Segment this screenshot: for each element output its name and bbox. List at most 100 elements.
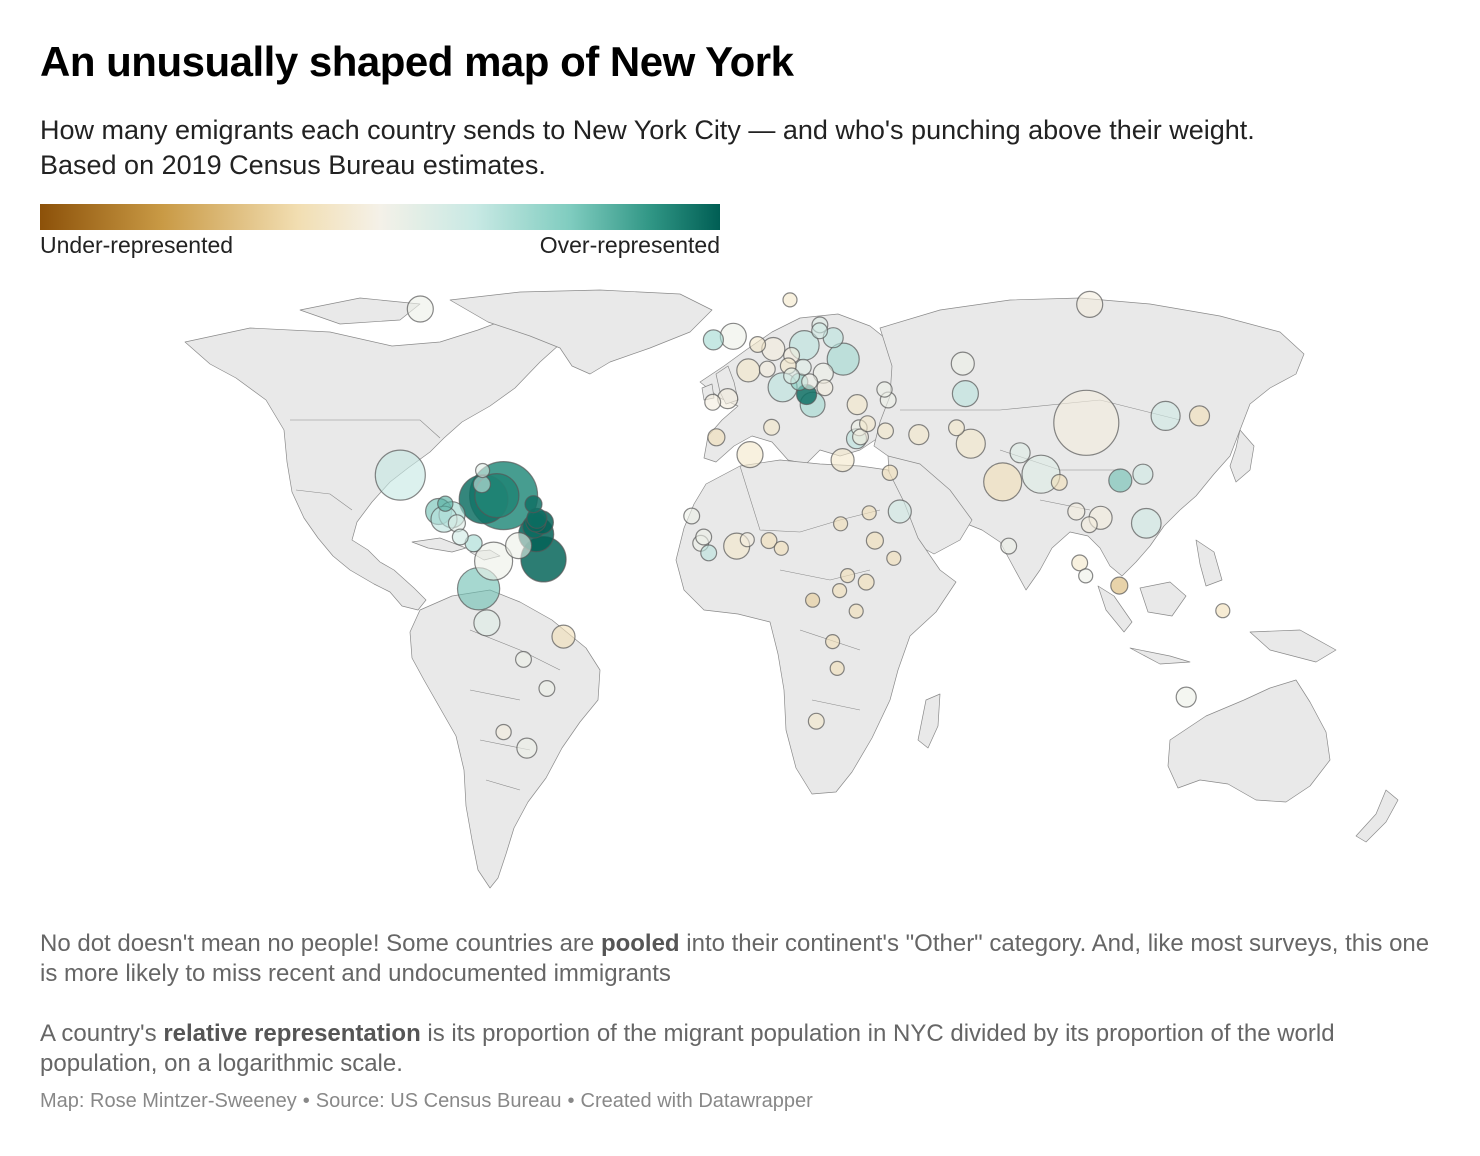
country-dot[interactable] — [702, 329, 725, 351]
land-cuba — [411, 537, 467, 553]
country-dot[interactable] — [804, 592, 821, 608]
country-dot[interactable] — [824, 634, 841, 650]
note-pooled-a: No dot doesn't mean no people! Some coun… — [40, 930, 601, 957]
country-dot[interactable] — [700, 544, 718, 562]
country-dot[interactable] — [783, 367, 801, 385]
country-dot[interactable] — [876, 381, 893, 398]
country-dot[interactable] — [758, 360, 776, 378]
country-dot[interactable] — [861, 505, 877, 521]
land-sumatra — [1097, 585, 1133, 633]
country-dot[interactable] — [406, 295, 434, 323]
country-dot[interactable] — [695, 528, 713, 546]
country-dot[interactable] — [801, 373, 819, 391]
country-dot[interactable] — [683, 507, 701, 525]
country-dot[interactable] — [760, 532, 778, 550]
country-dot[interactable] — [829, 660, 845, 676]
country-dot[interactable] — [516, 737, 538, 759]
land-japan — [1229, 429, 1255, 483]
country-dot[interactable] — [881, 464, 899, 481]
country-dot[interactable] — [1188, 405, 1211, 427]
country-dot[interactable] — [495, 723, 512, 741]
country-dot[interactable] — [473, 609, 501, 637]
country-dot[interactable] — [736, 441, 764, 469]
country-dot[interactable] — [950, 351, 975, 376]
country-dot[interactable] — [1130, 507, 1162, 539]
country-dot[interactable] — [472, 475, 491, 494]
subtitle-line-1: How many emigrants each country sends to… — [40, 115, 1255, 145]
land-new-guinea — [1249, 629, 1337, 663]
country-dot[interactable] — [739, 532, 755, 548]
world-map[interactable] — [0, 270, 1480, 910]
country-dot[interactable] — [1067, 502, 1086, 521]
country-dot[interactable] — [830, 448, 855, 473]
country-dot[interactable] — [524, 495, 543, 514]
footer: Map: Rose Mintzer-Sweeney • Source: US Cen… — [40, 1090, 813, 1113]
border-us-canada — [290, 419, 441, 439]
country-dot[interactable] — [736, 358, 761, 383]
country-dot[interactable] — [1053, 389, 1120, 456]
country-dot[interactable] — [514, 650, 532, 668]
country-dot[interactable] — [1215, 603, 1231, 619]
country-dot[interactable] — [811, 322, 829, 340]
country-dot[interactable] — [707, 428, 726, 447]
land-madagascar — [917, 693, 941, 749]
country-dot[interactable] — [826, 342, 860, 376]
country-dot[interactable] — [1000, 537, 1018, 555]
country-dot[interactable] — [832, 516, 849, 532]
country-dot[interactable] — [551, 624, 576, 649]
country-dot[interactable] — [886, 550, 902, 566]
country-dot[interactable] — [851, 428, 869, 446]
country-dot[interactable] — [474, 541, 514, 581]
country-dot[interactable] — [831, 583, 848, 599]
country-dot[interactable] — [1071, 554, 1089, 572]
country-dot[interactable] — [1080, 516, 1098, 534]
country-dot[interactable] — [1132, 463, 1154, 485]
country-dot[interactable] — [865, 531, 885, 550]
country-dot[interactable] — [1108, 468, 1133, 493]
country-dot[interactable] — [816, 379, 834, 397]
country-dot[interactable] — [1078, 568, 1094, 584]
country-dot[interactable] — [951, 379, 980, 408]
country-dot[interactable] — [773, 540, 789, 556]
country-dot[interactable] — [504, 532, 533, 560]
legend-high-label: Over-represented — [539, 232, 720, 258]
country-dot[interactable] — [876, 422, 894, 440]
country-dot[interactable] — [1110, 576, 1129, 595]
country-dot[interactable] — [475, 462, 491, 479]
country-dot[interactable] — [839, 568, 856, 584]
land-greenland — [449, 289, 713, 375]
country-dot[interactable] — [947, 419, 965, 437]
country-dot[interactable] — [1050, 473, 1068, 491]
country-dot[interactable] — [858, 415, 876, 433]
map-canvas[interactable] — [0, 270, 1480, 910]
country-dot[interactable] — [1009, 442, 1031, 464]
country-dot[interactable] — [719, 322, 747, 350]
country-dot[interactable] — [857, 573, 875, 591]
country-dot[interactable] — [451, 528, 469, 546]
country-dot[interactable] — [782, 292, 798, 308]
dots-layer[interactable] — [374, 290, 1231, 759]
country-dot[interactable] — [887, 499, 912, 524]
country-dot[interactable] — [846, 394, 868, 416]
country-dot[interactable] — [374, 449, 426, 501]
country-dot[interactable] — [437, 495, 454, 512]
country-dot[interactable] — [1175, 686, 1197, 708]
country-dot[interactable] — [1150, 400, 1181, 431]
color-legend: Under-represented Over-represented — [40, 204, 720, 259]
country-dot[interactable] — [538, 680, 556, 698]
page-title: An unusually shaped map of New York — [40, 38, 794, 85]
country-dot[interactable] — [763, 418, 781, 436]
country-dot[interactable] — [908, 424, 930, 446]
country-dot[interactable] — [704, 393, 722, 411]
country-dot[interactable] — [955, 428, 986, 459]
land-philippines — [1195, 539, 1223, 587]
border-us-mexico — [295, 489, 353, 511]
footer-tool[interactable]: Created with Datawrapper — [580, 1090, 813, 1112]
footer-separator-1: • — [302, 1090, 310, 1112]
country-dot[interactable] — [983, 462, 1023, 502]
country-dot[interactable] — [1076, 290, 1104, 319]
country-dot[interactable] — [848, 603, 864, 619]
country-dot[interactable] — [717, 388, 739, 410]
country-dot[interactable] — [807, 712, 825, 730]
country-dot[interactable] — [749, 335, 767, 353]
